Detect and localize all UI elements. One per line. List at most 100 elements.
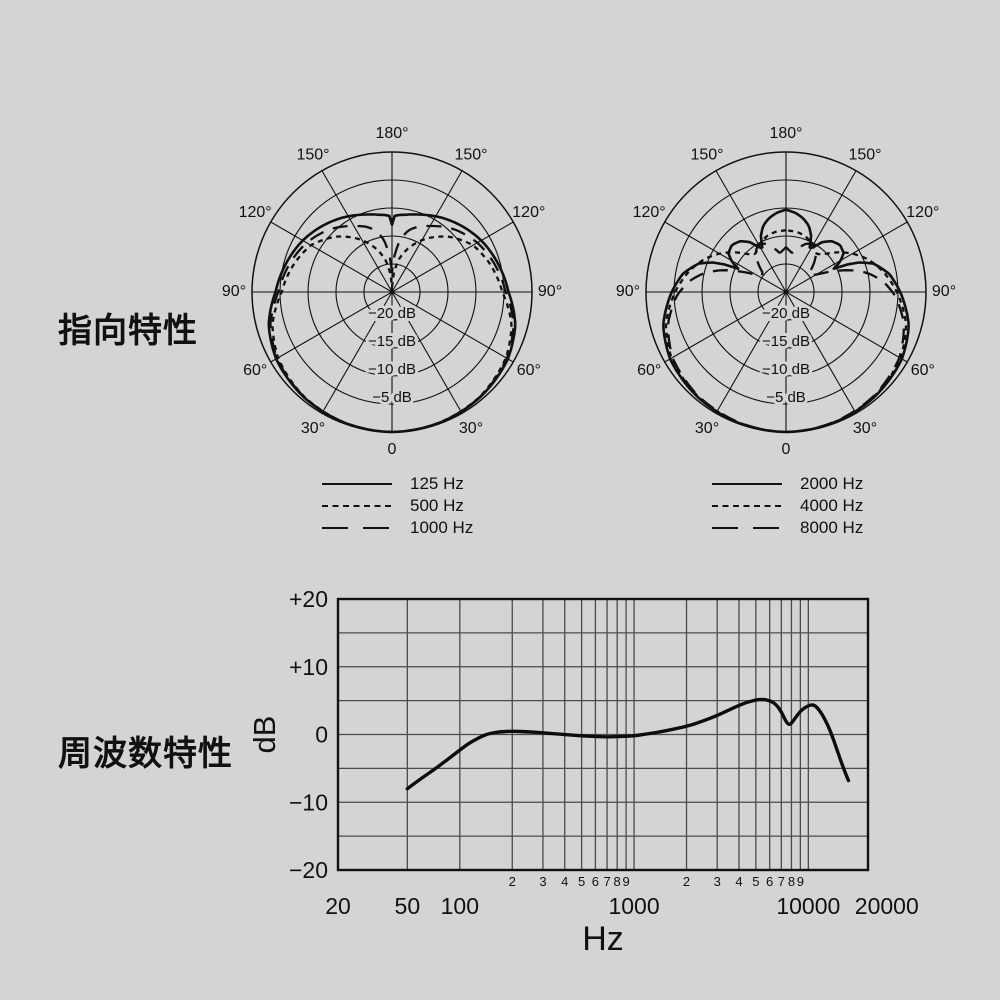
freq-minor-tick-label: 7 xyxy=(778,874,785,889)
legend-item: 8000 Hz xyxy=(712,517,972,539)
freq-minor-tick-label: 4 xyxy=(561,874,568,889)
freq-plot-border xyxy=(336,597,870,872)
legend-item: 4000 Hz xyxy=(712,495,972,517)
freq-minor-tick-label: 8 xyxy=(788,874,795,889)
polar-angle-label: 150° xyxy=(690,146,723,163)
polar-db-label: −20 dB xyxy=(368,305,416,322)
polar-ring xyxy=(757,263,815,321)
polar-angle-label: 120° xyxy=(633,204,666,221)
polar-db-labels: −20 dB −15 dB −10 dB −5 dB xyxy=(759,302,813,409)
polar-angle-label: 60° xyxy=(637,362,661,379)
legend-line-sample-longdash xyxy=(712,526,782,530)
freq-minor-tick-label: 2 xyxy=(509,874,516,889)
polar-angle-label: 90° xyxy=(222,283,246,300)
freq-x-tick-label: 10000 xyxy=(776,893,840,919)
freq-x-tick-label: 50 xyxy=(395,893,421,919)
polar-curve-2000-hz xyxy=(662,208,910,434)
legend-line-sample-solid xyxy=(712,482,782,486)
polar-angle-label: 180° xyxy=(769,125,802,142)
polar-angle-label: 150° xyxy=(296,146,329,163)
polar-angle-label: 150° xyxy=(848,146,881,163)
freq-minor-tick-label: 5 xyxy=(752,874,759,889)
freq-minor-tick-label: 8 xyxy=(614,874,621,889)
polar-angle-labels: 0 30° 30° 60° 60° 90° 90° 120° 120° 150° 150° 180° xyxy=(616,125,956,458)
polar-angle-label: 30° xyxy=(853,420,877,437)
polar-angle-label: 30° xyxy=(301,420,325,437)
legend-line-sample-dotted xyxy=(712,504,782,508)
freq-minor-tick-label: 2 xyxy=(683,874,690,889)
freq-x-axis-title: Hz xyxy=(582,920,624,958)
freq-minor-tick-label: 4 xyxy=(735,874,742,889)
polar-angle-label: 30° xyxy=(695,420,719,437)
legend-item: 1000 Hz xyxy=(322,517,582,539)
freq-x-tick-label: 100 xyxy=(441,893,479,919)
polar-angle-label: 0 xyxy=(782,441,791,458)
polar-angle-label: 60° xyxy=(517,362,541,379)
polar-angle-label: 120° xyxy=(512,204,545,221)
freq-minor-tick-label: 9 xyxy=(622,874,629,889)
polar-angle-label: 30° xyxy=(459,420,483,437)
polar-angle-label: 150° xyxy=(454,146,487,163)
polar-db-label: −10 dB xyxy=(368,361,416,378)
polar-angle-label: 90° xyxy=(616,283,640,300)
polar-ring xyxy=(307,207,477,377)
freq-minor-tick-label: 3 xyxy=(714,874,721,889)
polar-angle-labels: 0 30° 30° 60° 60° 90° 90° 120° 120° 150° 150° 180° xyxy=(222,125,562,458)
legend-label: 4000 Hz xyxy=(800,496,864,515)
freq-minor-tick-label: 7 xyxy=(603,874,610,889)
polar-db-label: −15 dB xyxy=(762,333,810,350)
polar-angle-label: 120° xyxy=(239,204,272,221)
legend-item: 125 Hz xyxy=(322,473,582,495)
freq-y-axis-title: dB xyxy=(247,716,282,754)
polar-angle-label: 60° xyxy=(911,362,935,379)
freq-x-tick-label: 1000 xyxy=(608,893,659,919)
polar-curve-8000-hz xyxy=(666,242,906,434)
freq-minor-tick-label: 9 xyxy=(797,874,804,889)
polar-db-label: −20 dB xyxy=(762,305,810,322)
freq-y-tick-label: 0 xyxy=(315,722,328,748)
polar-db-label: −15 dB xyxy=(368,333,416,350)
polar-ring xyxy=(729,235,843,349)
polar-spoke xyxy=(715,170,857,414)
frequency-section-heading: 周波数特性 xyxy=(58,735,233,773)
legend-item: 2000 Hz xyxy=(712,473,972,495)
legend-line-sample-solid xyxy=(322,482,392,486)
polar-legend-high-frequencies: 2000 Hz 4000 Hz 8000 Hz xyxy=(712,473,972,539)
freq-x-tick-labels: 20 50 100 1000 10000 20000 xyxy=(325,893,919,919)
freq-x-tick-label: 20 xyxy=(325,893,351,919)
legend-label: 125 Hz xyxy=(410,474,464,493)
polar-angle-label: 90° xyxy=(538,283,562,300)
legend-label: 8000 Hz xyxy=(800,518,864,537)
polar-angle-label: 180° xyxy=(375,125,408,142)
polar-angle-label: 0 xyxy=(388,441,397,458)
legend-label: 500 Hz xyxy=(410,496,464,515)
polar-ring xyxy=(335,235,449,349)
polar-db-label: −5 dB xyxy=(372,389,412,406)
polar-ring xyxy=(279,179,505,405)
freq-response-curve xyxy=(405,697,851,791)
polar-curve-1000-hz xyxy=(269,224,515,434)
polar-angle-label: 60° xyxy=(243,362,267,379)
legend-line-sample-dotted xyxy=(322,504,392,508)
polar-ring xyxy=(701,207,871,377)
polar-curve-4000-hz xyxy=(664,229,908,434)
polar-pattern-chart-low-frequencies: 0 30° 30° 60° 60° 90° 90° 120° 120° 150° 150° 180° −… xyxy=(222,125,562,458)
freq-minor-tick-label: 6 xyxy=(766,874,773,889)
polar-db-label: −10 dB xyxy=(762,361,810,378)
polar-pattern-chart-high-frequencies: 0 30° 30° 60° 60° 90° 90° 120° 120° 150° 150° 180° −… xyxy=(616,125,956,458)
legend-label: 1000 Hz xyxy=(410,518,474,537)
freq-y-tick-label: −10 xyxy=(289,789,328,815)
polar-angle-label: 120° xyxy=(906,204,939,221)
polar-legend-low-frequencies: 125 Hz 500 Hz 1000 Hz xyxy=(322,473,582,539)
freq-grid xyxy=(338,599,868,870)
legend-label: 2000 Hz xyxy=(800,474,864,493)
polar-db-labels: −20 dB −15 dB −10 dB −5 dB xyxy=(365,302,419,409)
freq-y-tick-label: −20 xyxy=(289,857,328,883)
freq-minor-tick-label: 3 xyxy=(539,874,546,889)
freq-x-tick-label: 20000 xyxy=(855,893,919,919)
freq-y-tick-label: +20 xyxy=(289,586,328,612)
freq-minor-tick-label: 6 xyxy=(592,874,599,889)
legend-item: 500 Hz xyxy=(322,495,582,517)
